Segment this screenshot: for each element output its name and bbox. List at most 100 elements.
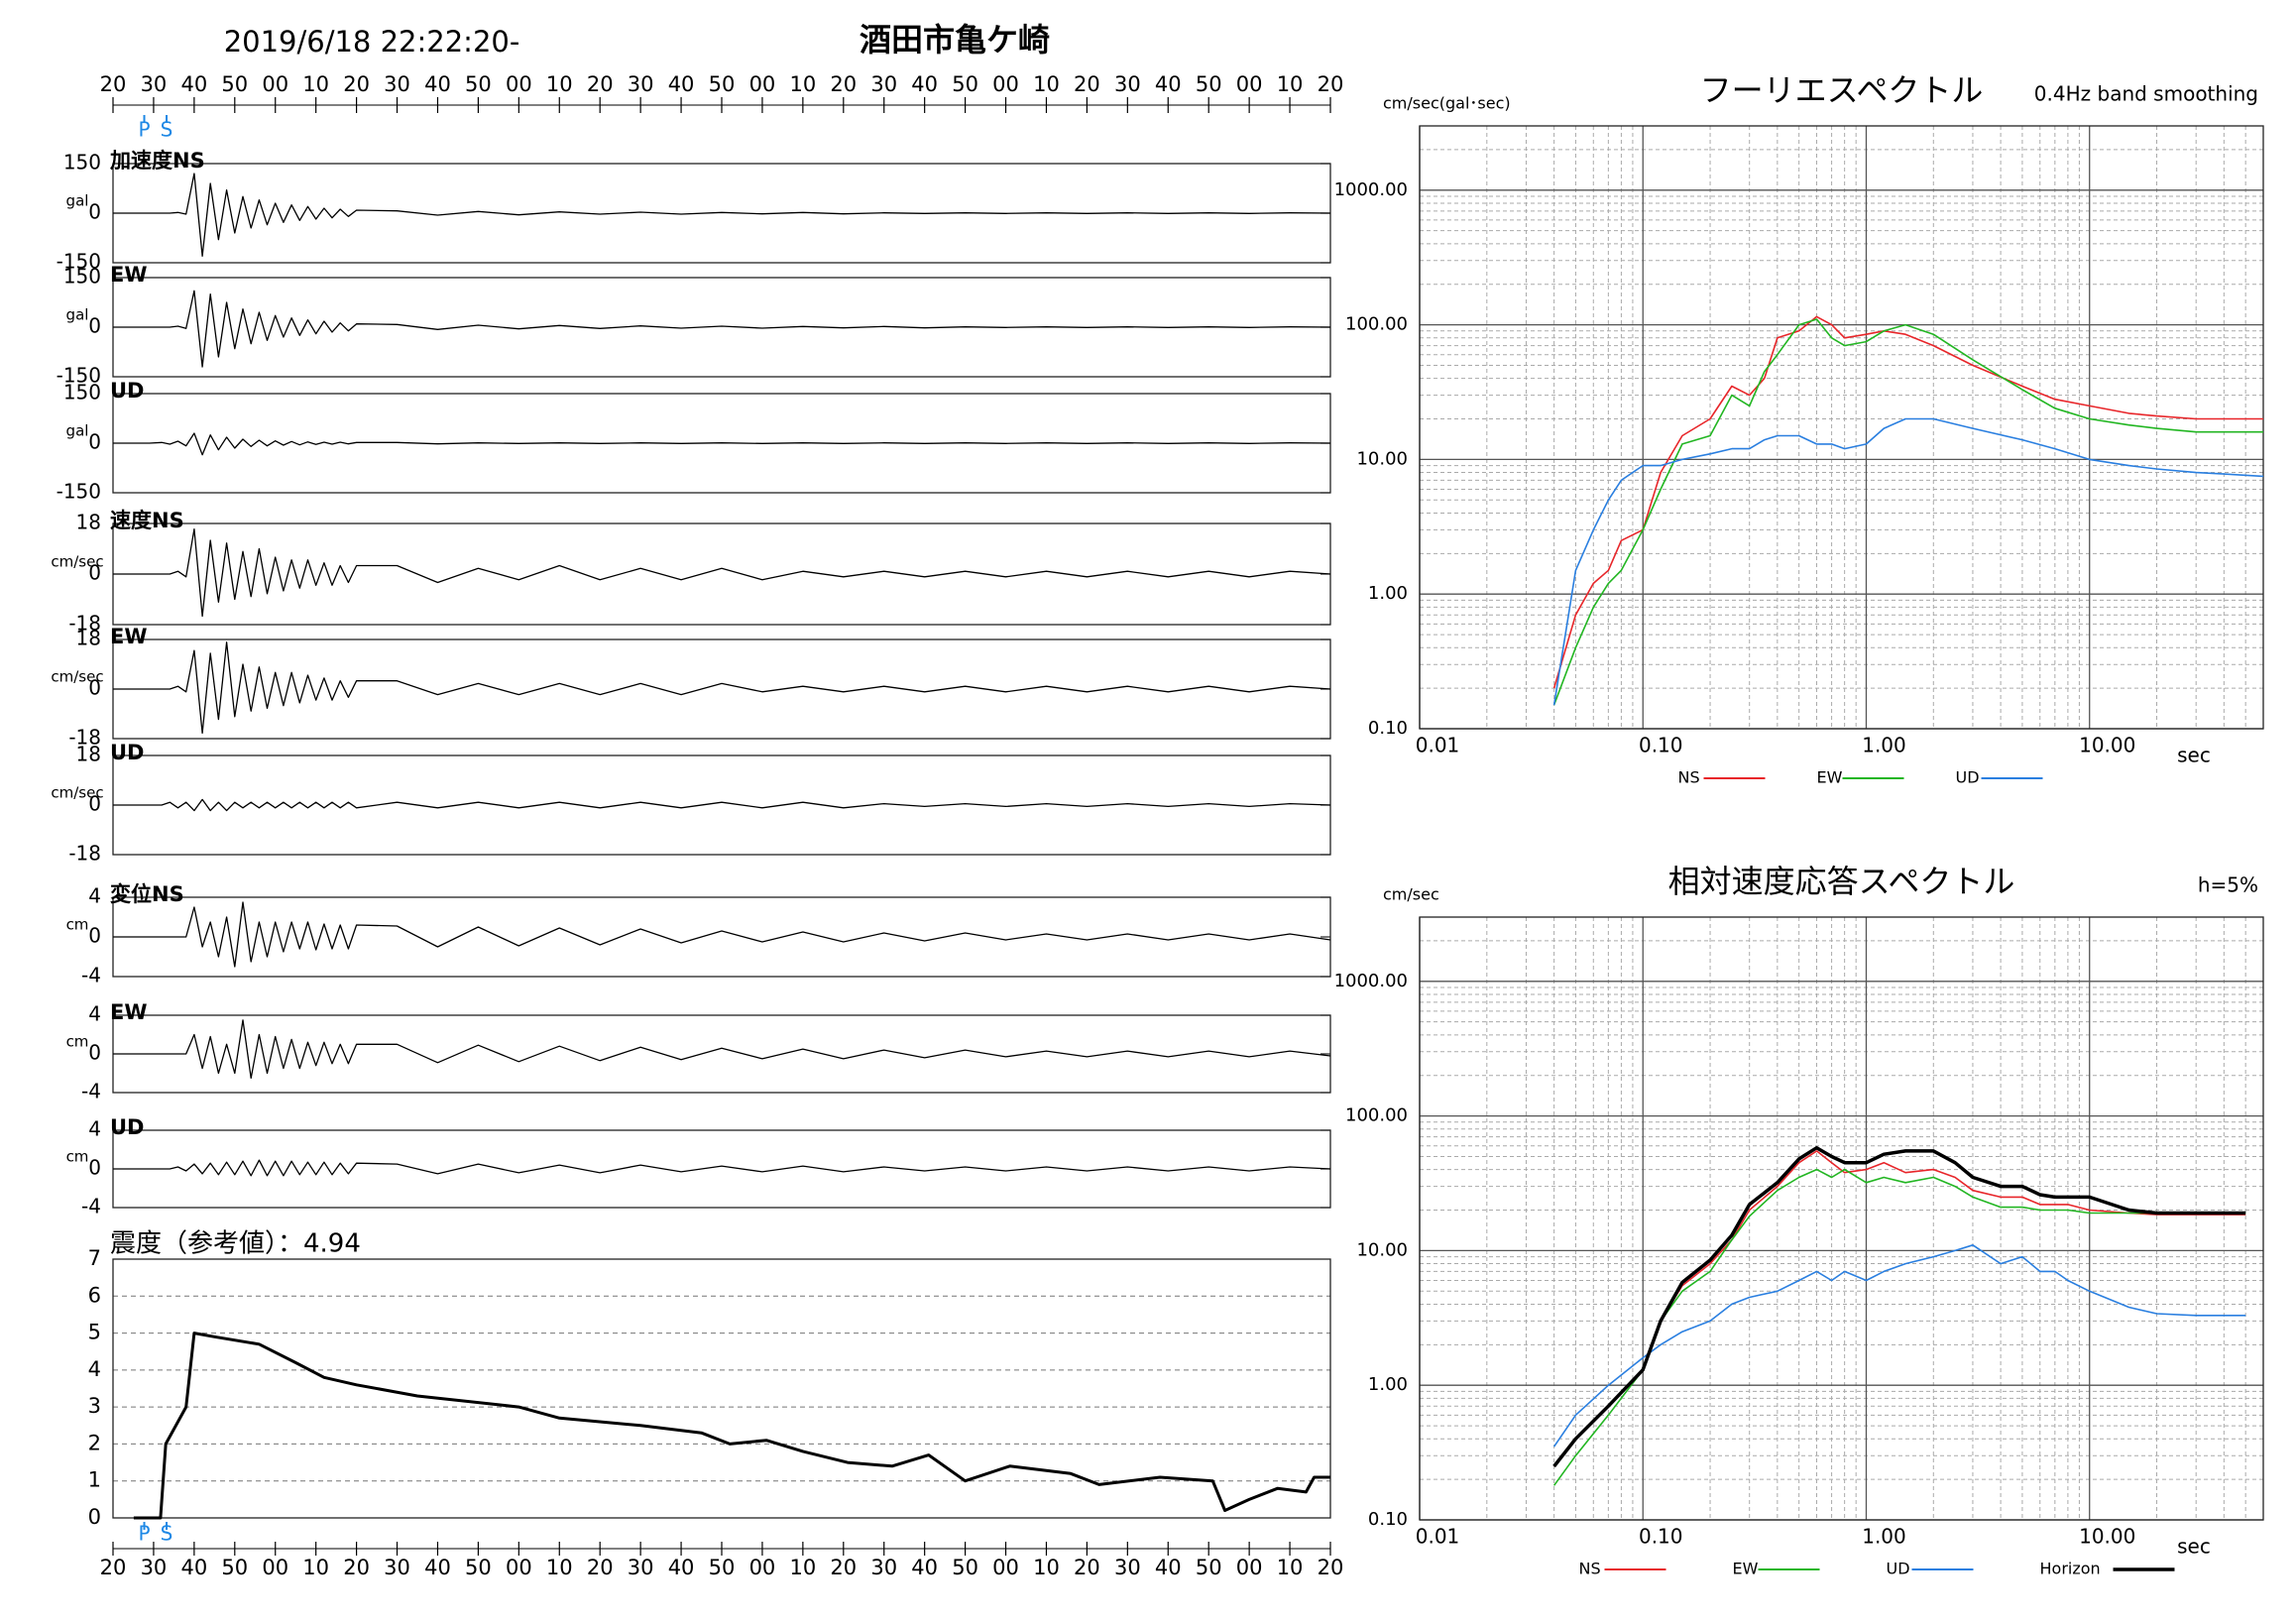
series-line: [1552, 315, 2263, 689]
y-tick-label: 0: [88, 1505, 101, 1529]
x-tick-label: 1.00: [1862, 1525, 1906, 1549]
x-tick-label: 20: [587, 72, 614, 96]
phase-label: P: [138, 1522, 150, 1546]
x-tick-label: 20: [1318, 72, 1344, 96]
y-tick-label: 18: [76, 511, 101, 534]
x-tick-label: 50: [465, 72, 492, 96]
y-tick-label: -4: [81, 964, 101, 987]
y-tick-label: 18: [76, 627, 101, 650]
x-tick-label: 00: [506, 1556, 532, 1579]
x-tick-label: 50: [221, 72, 248, 96]
x-tick-label: 30: [384, 72, 410, 96]
waveform-line: [113, 1019, 1331, 1080]
x-tick-label: 10: [302, 72, 329, 96]
x-tick-label: 40: [911, 72, 938, 96]
x-tick-label: 30: [628, 72, 654, 96]
legend-label: EW: [1733, 1560, 1759, 1578]
x-tick-label: 30: [870, 1556, 897, 1579]
y-tick-label: 10.00: [1356, 1239, 1408, 1260]
panel-unit: cm/sec: [51, 784, 103, 802]
panel-unit: gal: [66, 192, 89, 210]
y-tick-label: 1.00: [1368, 1374, 1408, 1395]
panel-name: EW: [110, 1000, 148, 1024]
x-tick-label: 10: [789, 1556, 816, 1579]
y-tick-label: 100.00: [1345, 1105, 1408, 1126]
panel-unit: cm: [66, 1033, 89, 1051]
panel-unit: cm: [66, 1148, 89, 1166]
x-tick-label: 50: [709, 1556, 736, 1579]
y-tick-label: 1000.00: [1334, 971, 1408, 991]
x-tick-label: 30: [141, 72, 168, 96]
y-tick-label: 0: [88, 200, 101, 224]
phase-label: P: [138, 118, 150, 142]
x-tick-label: 50: [952, 1556, 978, 1579]
plot-frame: [1419, 125, 2264, 730]
y-tick-label: 4: [88, 1117, 101, 1141]
panel-name: 速度NS: [110, 509, 184, 532]
data-line: [133, 1332, 1330, 1520]
y-tick-label: 0: [88, 314, 101, 338]
x-tick-label: 10: [546, 72, 573, 96]
x-tick-label: 00: [992, 1556, 1019, 1579]
phase-label: S: [161, 1522, 173, 1546]
x-tick-label: 40: [668, 1556, 695, 1579]
x-tick-label: 00: [262, 72, 288, 96]
panel-name: UD: [110, 741, 144, 764]
y-tick-label: 4: [88, 1002, 101, 1026]
x-tick-label: 30: [384, 1556, 410, 1579]
x-tick-label: 20: [1074, 72, 1100, 96]
y-tick-label: 7: [88, 1246, 101, 1270]
panel-name: 加速度NS: [109, 149, 205, 173]
x-tick-label: 00: [1236, 1556, 1263, 1579]
chart-title: 2019/6/18 22:22:20-: [224, 25, 520, 58]
x-tick-label: 50: [221, 1556, 248, 1579]
series-line: [1552, 1244, 2246, 1448]
x-tick-label: 0.10: [1639, 734, 1683, 757]
x-tick-label: 10: [1277, 72, 1304, 96]
panel-name: UD: [110, 1115, 144, 1139]
x-tick-label: 10: [302, 1556, 329, 1579]
x-tick-label: 20: [100, 1556, 127, 1579]
x-tick-label: 10: [1277, 1556, 1304, 1579]
y-tick-label: 10.00: [1356, 448, 1408, 469]
y-tick-label: 18: [76, 743, 101, 766]
waveform-line: [113, 641, 1331, 735]
x-tick-label: 40: [180, 1556, 207, 1579]
x-tick-label: 10: [1033, 72, 1060, 96]
y-tick-label: 0: [88, 792, 101, 816]
phase-label: S: [161, 118, 173, 142]
x-tick-label: 10.00: [2079, 734, 2135, 757]
panel-unit: cm/sec: [51, 553, 103, 571]
y-tick-label: 0: [88, 924, 101, 948]
x-tick-label: 10: [1033, 1556, 1060, 1579]
series-line: [1552, 318, 2263, 706]
x-tick-label: 40: [424, 1556, 451, 1579]
y-tick-label: -4: [81, 1080, 101, 1103]
y-tick-label: 0: [88, 1156, 101, 1180]
legend-label: Horizon: [2040, 1560, 2101, 1578]
panel-unit: gal: [66, 306, 89, 324]
panel-name: EW: [110, 625, 148, 648]
y-tick-label: 1: [88, 1468, 101, 1492]
waveform-line: [113, 798, 1331, 812]
y-tick-label: 0: [88, 561, 101, 585]
y-tick-label: 0: [88, 430, 101, 454]
x-tick-label: 50: [709, 72, 736, 96]
waveform-line: [113, 173, 1331, 257]
x-tick-label: 10: [789, 72, 816, 96]
chart-title: 相対速度応答スペクトル: [1668, 863, 2015, 900]
x-tick-label: 50: [465, 1556, 492, 1579]
x-tick-label: 30: [628, 1556, 654, 1579]
x-tick-label: 20: [587, 1556, 614, 1579]
x-tick-label: 00: [506, 72, 532, 96]
x-tick-label: 50: [1196, 1556, 1222, 1579]
x-tick-label: 40: [668, 72, 695, 96]
y-tick-label: 100.00: [1345, 314, 1408, 335]
legend-label: UD: [1887, 1560, 1910, 1578]
y-tick-label: -18: [68, 726, 101, 750]
waveform-line: [113, 432, 1331, 456]
x-tick-label: 20: [343, 72, 370, 96]
x-tick-label: 10: [546, 1556, 573, 1579]
